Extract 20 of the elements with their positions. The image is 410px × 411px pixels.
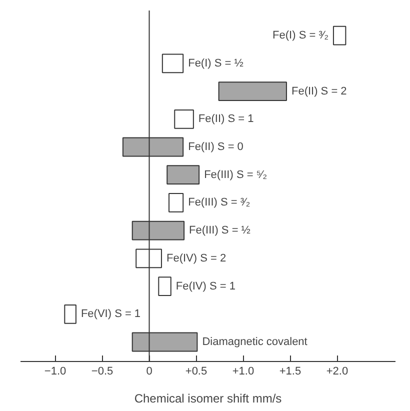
y-tick-label: Fe(III) S = ½ — [189, 224, 250, 237]
y-tick-label: Fe(II) S = 1 — [198, 113, 254, 126]
y-tick-label: Fe(III) S = ³⁄₂ — [188, 196, 250, 209]
x-tick-label: +1.0 — [232, 366, 254, 378]
y-tick-label: Fe(VI) S = 1 — [80, 308, 141, 320]
x-tick-label: 0 — [146, 366, 152, 378]
x-tick-label: +0.5 — [185, 366, 208, 378]
x-tick-label: −1.0 — [44, 366, 66, 378]
y-tick-label: Fe(IV) S = 2 — [166, 252, 226, 264]
x-tick-label: −0.5 — [91, 366, 114, 378]
y-tick-label: Fe(II) S = 2 — [291, 85, 347, 98]
y-tick-label: Fe(I) S = ³⁄₂ — [272, 30, 328, 42]
y-tick-label: Fe(III) S = ⁵⁄₂ — [204, 168, 268, 181]
y-tick-label: Fe(IV) S = 1 — [176, 280, 236, 292]
y-tick-label: Fe(II) S = 0 — [188, 141, 244, 153]
x-tick-label: +1.5 — [279, 366, 302, 378]
x-tick-label: +2.0 — [326, 366, 348, 378]
y-tick-label: Fe(I) S = ½ — [188, 57, 244, 70]
y-tick-label: Diamagnetic covalent — [202, 336, 308, 348]
x-axis-title: Chemical isomer shift mm/s — [134, 392, 282, 406]
